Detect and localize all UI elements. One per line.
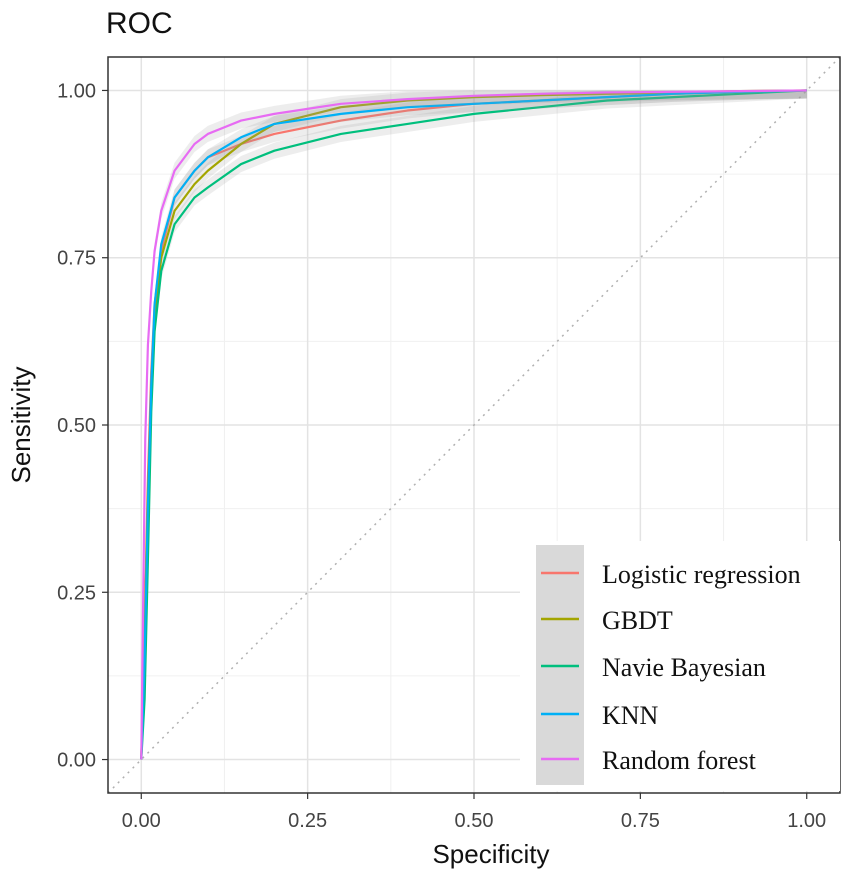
y-tick-label: 0.00 xyxy=(57,750,96,772)
legend-label: KNN xyxy=(602,701,659,730)
legend: Logistic regression GBDT Navie Bayesian KNN… xyxy=(520,541,840,791)
y-tick-label: 0.25 xyxy=(57,582,96,604)
x-tick-label: 0.50 xyxy=(455,810,494,832)
roc-curves xyxy=(140,89,807,760)
y-tick-label: 0.50 xyxy=(57,415,96,437)
y-axis-title: Sensitivity xyxy=(6,366,36,483)
roc-curve-line xyxy=(140,89,807,760)
x-axis-ticks: 0.00 0.25 0.50 0.75 1.00 xyxy=(122,793,826,832)
legend-label: Random forest xyxy=(602,746,757,775)
x-tick-label: 0.25 xyxy=(288,810,327,832)
reference-diagonal xyxy=(107,56,841,794)
x-tick-label: 0.75 xyxy=(621,810,660,832)
x-axis-title: Specificity xyxy=(432,839,549,869)
roc-curve-line xyxy=(140,89,807,760)
y-tick-label: 0.75 xyxy=(57,248,96,270)
legend-label: GBDT xyxy=(602,606,673,635)
y-tick-label: 1.00 xyxy=(57,80,96,102)
x-tick-label: 1.00 xyxy=(787,810,826,832)
legend-label: Navie Bayesian xyxy=(602,653,766,682)
legend-label: Logistic regression xyxy=(602,560,801,589)
y-axis-ticks: 0.00 0.25 0.50 0.75 1.00 xyxy=(57,80,108,772)
x-tick-label: 0.00 xyxy=(122,810,161,832)
chart-title: ROC xyxy=(106,7,173,40)
